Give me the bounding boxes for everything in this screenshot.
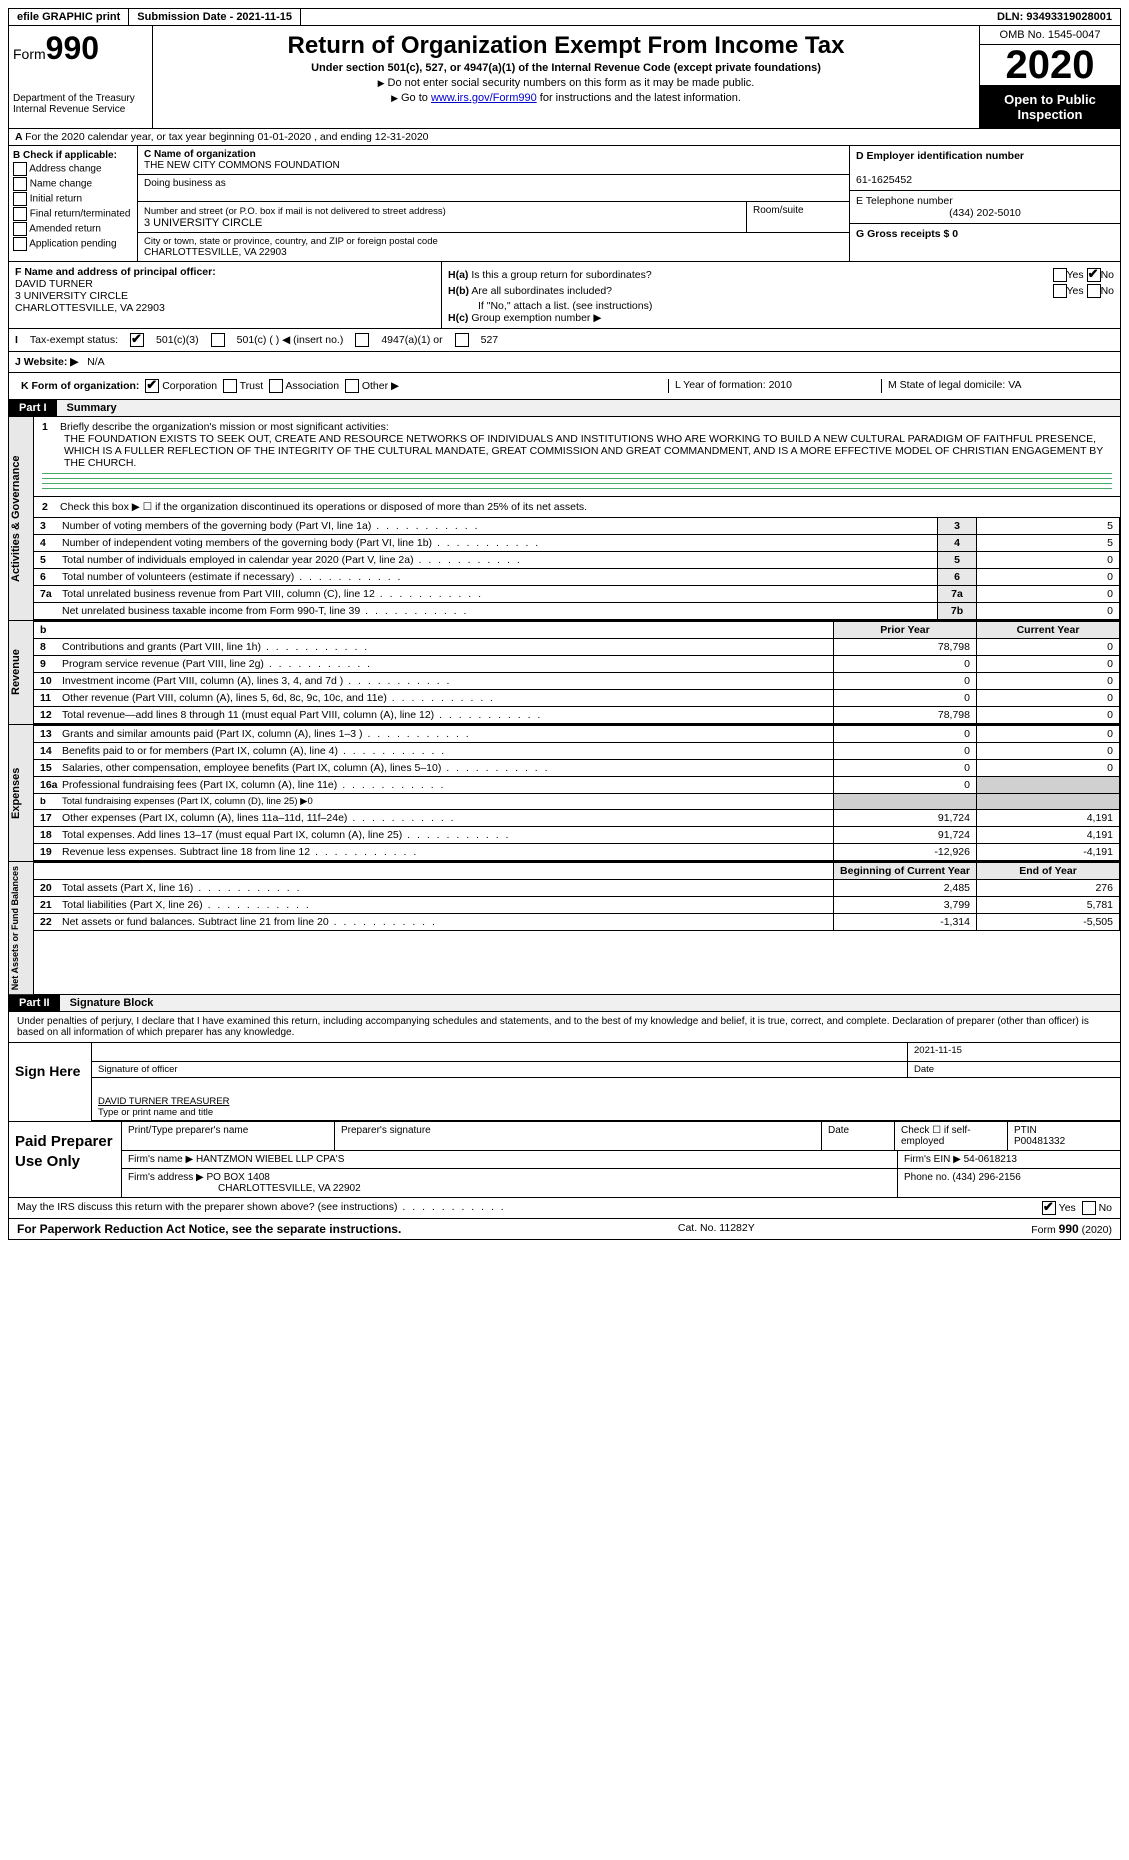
vtab-activities: Activities & Governance xyxy=(9,417,34,620)
section-j: J Website: ▶ N/A xyxy=(15,356,105,368)
ein: 61-1625452 xyxy=(856,174,912,186)
section-a: A For the 2020 calendar year, or tax yea… xyxy=(8,129,1121,146)
form-subtitle: Under section 501(c), 527, or 4947(a)(1)… xyxy=(163,62,969,74)
paid-preparer: Paid Preparer Use Only xyxy=(9,1122,122,1197)
sig-date: 2021-11-15 xyxy=(908,1043,1120,1061)
vtab-expenses: Expenses xyxy=(9,725,34,861)
firm-name: Firm's name ▶ HANTZMON WIEBEL LLP CPA'S xyxy=(122,1151,898,1168)
part2-header: Part II Signature Block xyxy=(8,995,1121,1012)
firm-address: Firm's address ▶ PO BOX 1408 CHARLOTTESV… xyxy=(122,1169,898,1197)
firm-phone: Phone no. (434) 296-2156 xyxy=(898,1169,1120,1197)
ssn-note: Do not enter social security numbers on … xyxy=(163,77,969,89)
top-bar: efile GRAPHIC print Submission Date - 20… xyxy=(8,8,1121,26)
info-grid: B Check if applicable: Address change Na… xyxy=(8,146,1121,262)
part1-header: Part I Summary xyxy=(8,400,1121,417)
form-title: Return of Organization Exempt From Incom… xyxy=(163,32,969,60)
street: 3 UNIVERSITY CIRCLE xyxy=(144,217,262,229)
section-l: L Year of formation: 2010 xyxy=(669,379,882,393)
sign-here: Sign Here xyxy=(9,1043,92,1121)
city: CHARLOTTESVILLE, VA 22903 xyxy=(144,247,287,258)
firm-ein: Firm's EIN ▶ 54-0618213 xyxy=(898,1151,1120,1168)
org-name: THE NEW CITY COMMONS FOUNDATION xyxy=(144,160,340,171)
section-k: K Form of organization: Corporation Trus… xyxy=(15,379,669,393)
section-i: ITax-exempt status: 501(c)(3) 501(c) ( )… xyxy=(8,329,1121,352)
open-inspection: Open to Public Inspection xyxy=(980,86,1120,128)
discuss-row: May the IRS discuss this return with the… xyxy=(8,1198,1121,1219)
efile-label: efile GRAPHIC print xyxy=(9,9,129,25)
section-f: F Name and address of principal officer:… xyxy=(9,262,442,328)
perjury-text: Under penalties of perjury, I declare th… xyxy=(8,1012,1121,1043)
section-b: B Check if applicable: Address change Na… xyxy=(9,146,138,261)
form-header: Form990 Department of the Treasury Inter… xyxy=(8,26,1121,129)
submission-date: Submission Date - 2021-11-15 xyxy=(129,9,301,25)
phone: (434) 202-5010 xyxy=(856,207,1114,219)
gross-receipts: G Gross receipts $ 0 xyxy=(856,228,958,240)
vtab-revenue: Revenue xyxy=(9,621,34,724)
form-number: Form990 xyxy=(13,30,148,67)
dept-treasury: Department of the Treasury Internal Reve… xyxy=(13,93,148,115)
irs-link[interactable]: www.irs.gov/Form990 xyxy=(431,92,537,104)
ptin: P00481332 xyxy=(1014,1136,1065,1147)
tax-year: 2020 xyxy=(980,45,1120,86)
link-note: Go to www.irs.gov/Form990 for instructio… xyxy=(163,92,969,104)
page-footer: For Paperwork Reduction Act Notice, see … xyxy=(8,1219,1121,1240)
dln: DLN: 93493319028001 xyxy=(989,9,1120,25)
officer-name: DAVID TURNER TREASURER xyxy=(98,1096,229,1107)
mission-text: THE FOUNDATION EXISTS TO SEEK OUT, CREAT… xyxy=(42,433,1112,469)
section-h: H(a) Is this a group return for subordin… xyxy=(442,262,1120,328)
section-m: M State of legal domicile: VA xyxy=(882,379,1114,393)
vtab-netassets: Net Assets or Fund Balances xyxy=(9,862,34,994)
